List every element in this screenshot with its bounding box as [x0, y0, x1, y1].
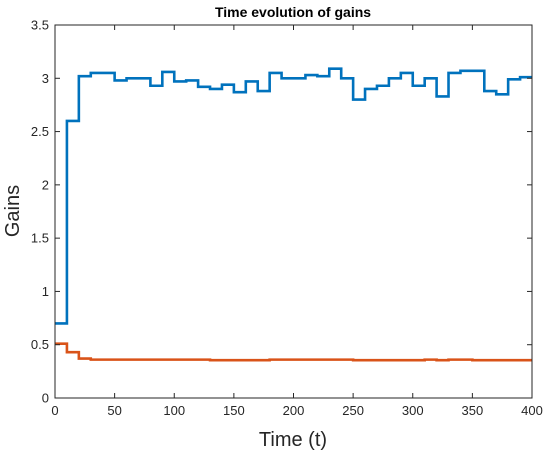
x-axis-title: Time (t): [259, 429, 327, 451]
x-tick-label: 0: [51, 403, 58, 418]
y-tick-label: 3: [42, 71, 49, 86]
series-line-2: [55, 342, 532, 362]
y-tick-label: 3.5: [31, 18, 49, 33]
series-layer: [55, 67, 532, 362]
y-tick-label: 2: [42, 177, 49, 192]
x-tick-label: 400: [521, 403, 543, 418]
chart-title: Time evolution of gains: [215, 4, 371, 20]
y-axis: 0 0.5 1 1.5 2 2.5 3 3.5: [31, 18, 532, 406]
x-tick-label: 50: [107, 403, 121, 418]
y-axis-title: Gains: [2, 185, 24, 237]
x-tick-label: 350: [462, 403, 484, 418]
plot-area: [55, 25, 532, 398]
x-tick-label: 250: [342, 403, 364, 418]
x-tick-label: 300: [402, 403, 424, 418]
x-tick-label: 200: [283, 403, 305, 418]
x-axis: 0 50 100 150 200 250 300 350 400: [51, 25, 543, 418]
y-tick-label: 1: [42, 284, 49, 299]
x-tick-label: 150: [223, 403, 245, 418]
y-tick-label: 0: [42, 391, 49, 406]
series-line-1: [55, 67, 532, 325]
y-tick-label: 2.5: [31, 124, 49, 139]
y-tick-label: 0.5: [31, 337, 49, 352]
x-tick-label: 100: [163, 403, 185, 418]
y-tick-label: 1.5: [31, 231, 49, 246]
